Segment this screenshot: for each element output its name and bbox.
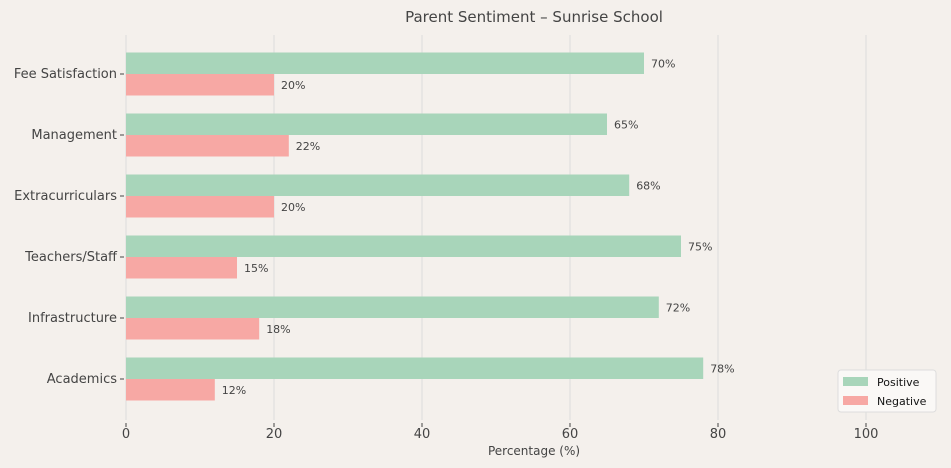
positive-bar bbox=[126, 52, 644, 74]
chart-title: Parent Sentiment – Sunrise School bbox=[405, 8, 663, 26]
negative-bar bbox=[126, 196, 274, 218]
x-tick-label: 80 bbox=[710, 427, 727, 442]
value-label: 22% bbox=[296, 140, 320, 153]
y-tick-label: Fee Satisfaction bbox=[14, 67, 117, 82]
value-label: 12% bbox=[222, 384, 246, 397]
legend-label-negative: Negative bbox=[877, 395, 927, 408]
positive-bar bbox=[126, 357, 704, 379]
negative-bar bbox=[126, 74, 274, 96]
legend-label-positive: Positive bbox=[877, 376, 920, 389]
value-label: 70% bbox=[651, 57, 675, 70]
legend-swatch-negative bbox=[843, 396, 868, 405]
value-label: 65% bbox=[614, 118, 638, 131]
positive-bar bbox=[126, 113, 607, 135]
positive-bar bbox=[126, 235, 681, 257]
value-label: 72% bbox=[666, 301, 690, 314]
value-label: 78% bbox=[710, 362, 734, 375]
legend: Positive Negative bbox=[837, 369, 937, 413]
y-tick-label: Teachers/Staff bbox=[24, 250, 118, 265]
y-tick-label: Infrastructure bbox=[28, 311, 117, 326]
negative-bar bbox=[126, 257, 237, 279]
x-tick-label: 40 bbox=[414, 427, 431, 442]
value-label: 20% bbox=[281, 79, 305, 92]
negative-bar bbox=[126, 318, 260, 340]
x-tick-label: 100 bbox=[854, 427, 879, 442]
y-tick-label: Academics bbox=[47, 372, 117, 387]
positive-bar bbox=[126, 296, 659, 318]
value-label: 68% bbox=[636, 179, 660, 192]
x-tick-label: 20 bbox=[266, 427, 283, 442]
y-tick-label: Extracurriculars bbox=[14, 189, 117, 204]
value-label: 15% bbox=[244, 262, 268, 275]
value-label: 20% bbox=[281, 201, 305, 214]
value-label: 75% bbox=[688, 240, 712, 253]
positive-bar bbox=[126, 174, 630, 196]
negative-bar bbox=[126, 379, 215, 401]
x-axis-label: Percentage (%) bbox=[488, 444, 580, 458]
negative-bar bbox=[126, 135, 289, 157]
value-label: 18% bbox=[266, 323, 290, 336]
x-tick-label: 60 bbox=[562, 427, 579, 442]
legend-swatch-positive bbox=[843, 377, 868, 386]
y-tick-label: Management bbox=[31, 128, 117, 143]
x-tick-label: 0 bbox=[122, 427, 130, 442]
